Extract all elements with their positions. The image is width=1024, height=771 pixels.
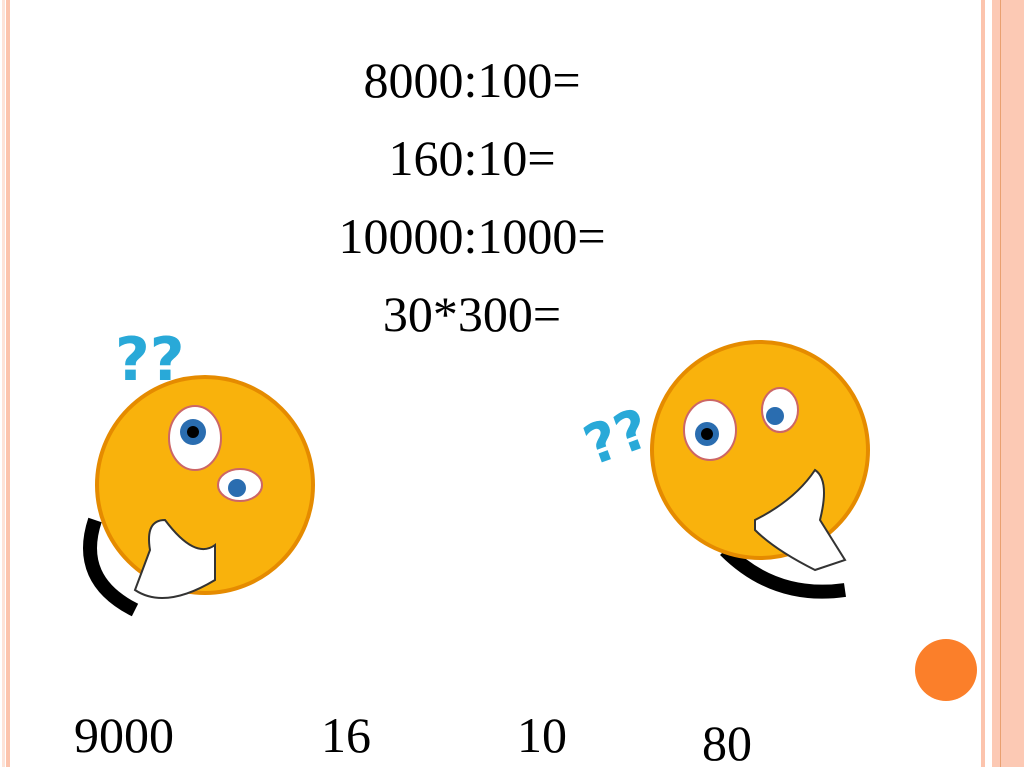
equation-2: 160:10= (388, 130, 556, 186)
question-marks-icon: ?? (576, 396, 658, 478)
answer-4: 80 (702, 715, 752, 771)
thinking-smiley-icon: ?? (83, 325, 315, 617)
equation-4: 30*300= (382, 286, 562, 342)
equation-1: 8000:100= (363, 52, 581, 108)
right-border-line (1000, 0, 1001, 767)
right-border-thin (981, 0, 985, 767)
answer-2: 16 (321, 707, 371, 763)
equation-3: 10000:1000= (338, 208, 606, 264)
thinking-smiley-icon: ?? (576, 340, 870, 599)
right-border-wide (992, 0, 1024, 767)
answer-3: 10 (517, 707, 567, 763)
left-border (6, 0, 10, 767)
answer-1: 9000 (74, 707, 174, 763)
accent-dot (915, 639, 977, 701)
left-border-light (2, 0, 5, 767)
